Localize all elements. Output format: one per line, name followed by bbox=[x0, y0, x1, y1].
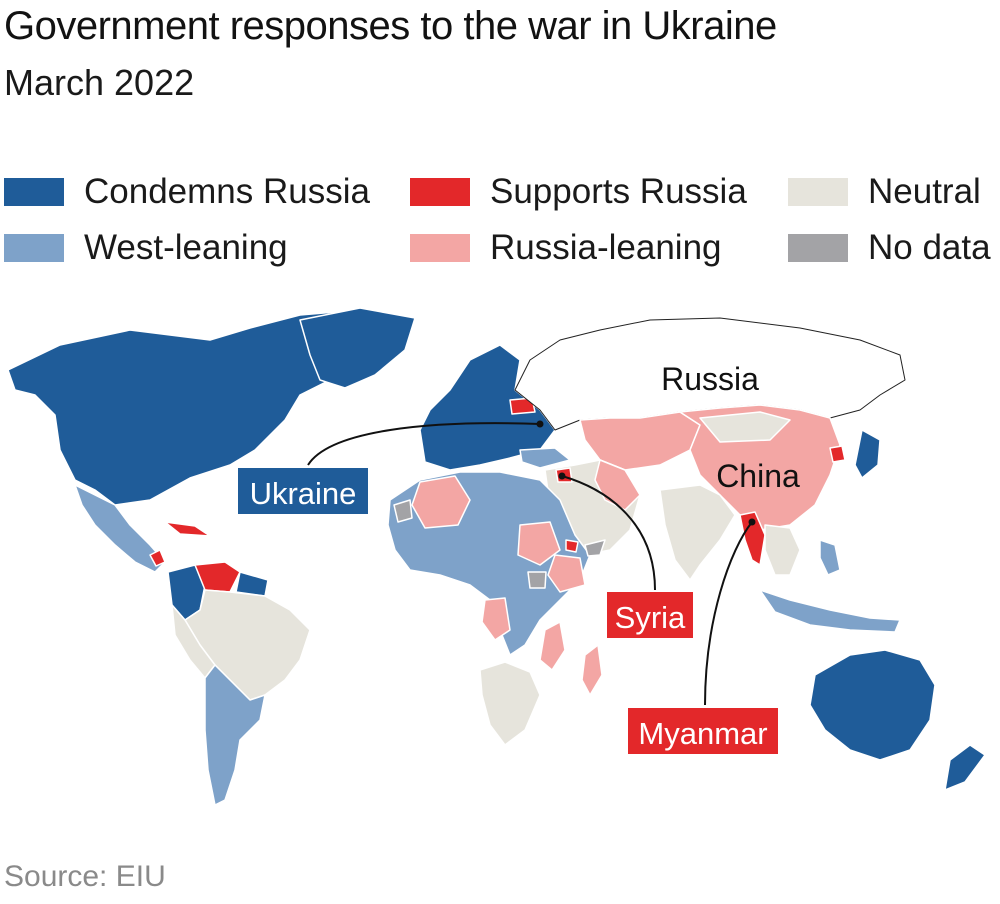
legend-label-neutral: Neutral bbox=[868, 172, 981, 211]
region-nicaragua bbox=[149, 549, 166, 567]
world-map-svg: Russia China Ukraine Syria Myanmar bbox=[7, 307, 986, 806]
legend-swatch-russia-leaning bbox=[410, 234, 470, 262]
region-eritrea bbox=[565, 539, 579, 553]
ukraine-marker bbox=[536, 420, 544, 428]
legend-label-supports: Supports Russia bbox=[490, 172, 747, 211]
legend-swatch-west-leaning bbox=[4, 234, 64, 262]
legend: Condemns Russia West-leaning Supports Ru… bbox=[0, 168, 1000, 278]
callout-myanmar: Myanmar bbox=[628, 708, 778, 754]
callout-myanmar-label: Myanmar bbox=[638, 716, 767, 751]
ukraine-leader-line bbox=[307, 422, 541, 466]
syria-leader-line bbox=[561, 475, 656, 591]
region-algeria bbox=[411, 475, 471, 529]
callout-myanmar-box bbox=[628, 708, 778, 754]
legend-item-west-leaning: West-leaning bbox=[4, 228, 288, 268]
legend-swatch-neutral bbox=[788, 178, 848, 206]
label-russia: Russia bbox=[661, 361, 759, 397]
region-belarus bbox=[509, 397, 536, 415]
chart-subtitle: March 2022 bbox=[4, 62, 195, 103]
region-philippines bbox=[819, 539, 841, 576]
legend-label-west-leaning: West-leaning bbox=[84, 228, 288, 267]
region-guianas bbox=[235, 571, 269, 597]
region-sudan bbox=[517, 521, 561, 566]
region-no-data-west-sahara bbox=[393, 499, 413, 523]
label-china: China bbox=[716, 458, 800, 494]
region-cuba bbox=[164, 521, 211, 537]
legend-item-russia-leaning: Russia-leaning bbox=[410, 228, 722, 268]
callout-syria-label: Syria bbox=[615, 600, 686, 635]
legend-item-supports: Supports Russia bbox=[410, 172, 747, 212]
region-north-korea bbox=[829, 445, 846, 463]
region-venezuela bbox=[194, 561, 241, 593]
region-australia bbox=[809, 649, 936, 761]
region-myanmar bbox=[739, 511, 766, 566]
region-mexico-central-america bbox=[74, 484, 166, 573]
legend-item-condemns: Condemns Russia bbox=[4, 172, 370, 212]
legend-item-no-data: No data bbox=[788, 228, 991, 268]
region-indonesia bbox=[759, 589, 901, 633]
region-southern-africa bbox=[479, 661, 541, 746]
callout-syria-box bbox=[607, 592, 693, 638]
region-no-data-south-sudan bbox=[527, 571, 547, 589]
region-mongolia bbox=[699, 411, 791, 443]
legend-label-russia-leaning: Russia-leaning bbox=[490, 228, 722, 267]
myanmar-marker bbox=[748, 518, 756, 526]
region-india bbox=[659, 484, 736, 581]
world-map: Russia China Ukraine Syria Myanmar bbox=[0, 300, 1000, 840]
callout-ukraine: Ukraine bbox=[238, 468, 368, 514]
legend-label-no-data: No data bbox=[868, 228, 991, 267]
region-no-data-somaliland bbox=[584, 539, 606, 557]
myanmar-leader-line bbox=[704, 521, 753, 706]
region-turkey bbox=[519, 447, 571, 469]
region-japan bbox=[854, 429, 881, 479]
syria-marker bbox=[558, 472, 566, 480]
region-southeast-asia bbox=[764, 524, 801, 576]
region-new-zealand bbox=[944, 744, 986, 791]
chart-title: Government responses to the war in Ukrai… bbox=[4, 4, 777, 48]
region-greenland bbox=[299, 307, 416, 389]
legend-swatch-condemns bbox=[4, 178, 64, 206]
legend-swatch-no-data bbox=[788, 234, 848, 262]
region-central-africa bbox=[481, 597, 511, 641]
region-ethiopia bbox=[547, 554, 586, 593]
region-mozambique bbox=[539, 621, 566, 671]
callout-ukraine-label: Ukraine bbox=[250, 476, 357, 511]
leader-lines bbox=[307, 422, 753, 706]
legend-label-condemns: Condemns Russia bbox=[84, 172, 370, 211]
region-north-america bbox=[7, 309, 411, 506]
legend-swatch-supports bbox=[410, 178, 470, 206]
legend-item-neutral: Neutral bbox=[788, 172, 981, 212]
region-madagascar bbox=[581, 644, 603, 696]
source-note: Source: EIU bbox=[4, 860, 166, 893]
callout-syria: Syria bbox=[607, 592, 693, 638]
callout-ukraine-box bbox=[238, 468, 368, 514]
region-south-america-neutral bbox=[184, 589, 311, 701]
region-southern-cone bbox=[204, 664, 266, 806]
